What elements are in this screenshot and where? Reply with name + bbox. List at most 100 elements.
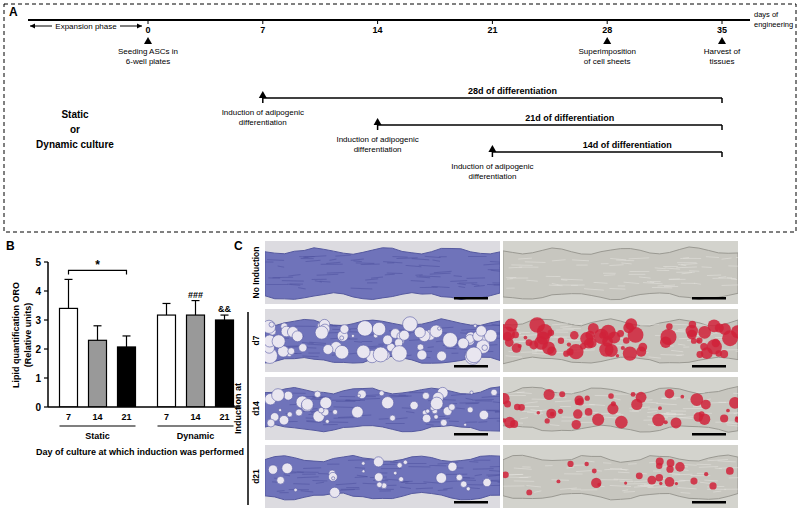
fiber bbox=[729, 477, 738, 478]
fiber bbox=[290, 283, 303, 284]
fiber bbox=[653, 471, 661, 472]
fiber bbox=[439, 256, 447, 257]
fiber bbox=[487, 410, 498, 411]
fiber bbox=[626, 483, 647, 484]
fiber bbox=[434, 271, 452, 272]
fiber bbox=[346, 400, 360, 401]
lipid-vacuole bbox=[430, 397, 443, 410]
error-stem bbox=[126, 336, 127, 347]
lipid-droplet bbox=[570, 331, 579, 340]
fiber bbox=[490, 261, 500, 262]
fiber bbox=[624, 491, 635, 493]
fiber bbox=[378, 489, 393, 490]
condition-label: or bbox=[70, 124, 80, 135]
duration-label: 21d of differentiation bbox=[525, 113, 614, 123]
fiber bbox=[407, 463, 427, 464]
x-tick-label: 7 bbox=[164, 412, 169, 422]
fiber bbox=[308, 353, 319, 354]
lipid-droplet bbox=[617, 330, 624, 337]
lipid-vacuole bbox=[351, 334, 354, 337]
fiber bbox=[307, 344, 327, 345]
fiber bbox=[457, 284, 466, 285]
fiber bbox=[683, 346, 689, 347]
fiber bbox=[428, 346, 434, 348]
tissue bbox=[503, 247, 738, 300]
lipid-vacuole bbox=[466, 347, 482, 363]
fiber bbox=[561, 279, 583, 281]
fiber bbox=[490, 466, 500, 467]
fiber bbox=[328, 422, 348, 423]
x-tick-label: 7 bbox=[66, 412, 71, 422]
fiber bbox=[493, 402, 500, 403]
micrograph-bg bbox=[503, 241, 738, 304]
fiber bbox=[525, 261, 546, 263]
timeline-label: days of bbox=[754, 10, 779, 19]
differentiation-span bbox=[263, 97, 722, 99]
fiber bbox=[302, 474, 316, 475]
fiber bbox=[507, 395, 526, 396]
fiber bbox=[506, 392, 524, 393]
y-axis bbox=[47, 262, 49, 407]
fiber bbox=[336, 483, 357, 484]
lipid-droplet bbox=[729, 397, 738, 409]
bar bbox=[89, 340, 107, 407]
fiber bbox=[521, 351, 537, 352]
lipid-droplet bbox=[545, 418, 550, 423]
fiber bbox=[406, 265, 422, 266]
fiber bbox=[301, 258, 314, 259]
fiber bbox=[532, 353, 547, 354]
fiber bbox=[473, 468, 494, 469]
micrograph bbox=[265, 309, 500, 372]
fiber bbox=[550, 424, 560, 426]
lipid-droplet bbox=[656, 458, 664, 466]
y-tick bbox=[44, 290, 48, 291]
lipid-vacuole bbox=[328, 472, 337, 481]
fiber bbox=[728, 412, 738, 414]
panel-label: B bbox=[6, 239, 15, 253]
significance-label: ### bbox=[188, 290, 203, 300]
scale-bar bbox=[692, 297, 726, 300]
lipid-droplet bbox=[631, 399, 642, 410]
fiber bbox=[487, 284, 500, 285]
lipid-vacuole bbox=[430, 325, 443, 338]
fiber bbox=[492, 282, 500, 283]
bar bbox=[216, 320, 234, 407]
fiber bbox=[288, 275, 300, 276]
fiber bbox=[429, 465, 446, 467]
lipid-droplet bbox=[675, 462, 685, 472]
error-bar bbox=[163, 303, 171, 315]
lipid-vacuole bbox=[399, 330, 409, 340]
fiber bbox=[518, 258, 532, 260]
fiber bbox=[387, 273, 403, 275]
fiber bbox=[514, 480, 535, 481]
fiber bbox=[682, 272, 693, 273]
error-cap bbox=[221, 314, 229, 315]
micrograph-bg bbox=[503, 445, 738, 508]
differentiation-span bbox=[378, 124, 722, 126]
fiber bbox=[293, 483, 309, 485]
lipid-droplet bbox=[655, 474, 663, 482]
lipid-droplet bbox=[585, 396, 590, 401]
fiber bbox=[522, 466, 530, 467]
fiber bbox=[609, 288, 625, 290]
lipid-vacuole bbox=[460, 481, 467, 488]
lipid-droplet bbox=[690, 478, 697, 485]
lipid-droplet bbox=[547, 346, 556, 355]
fiber bbox=[449, 421, 459, 422]
lipid-droplet bbox=[615, 416, 628, 429]
error-bar bbox=[192, 301, 200, 316]
lipid-droplet bbox=[585, 408, 593, 416]
fiber bbox=[323, 424, 338, 425]
fiber bbox=[545, 465, 553, 466]
micrograph bbox=[265, 377, 500, 440]
lipid-vacuole bbox=[330, 487, 340, 497]
lipid-vacuole bbox=[302, 399, 314, 411]
fiber bbox=[649, 462, 656, 464]
y-tick-label: 0 bbox=[35, 402, 41, 413]
fiber bbox=[728, 265, 738, 267]
bars bbox=[60, 279, 234, 407]
fiber bbox=[280, 492, 289, 493]
fiber bbox=[472, 399, 493, 401]
fiber bbox=[348, 459, 370, 461]
fiber bbox=[472, 284, 480, 285]
